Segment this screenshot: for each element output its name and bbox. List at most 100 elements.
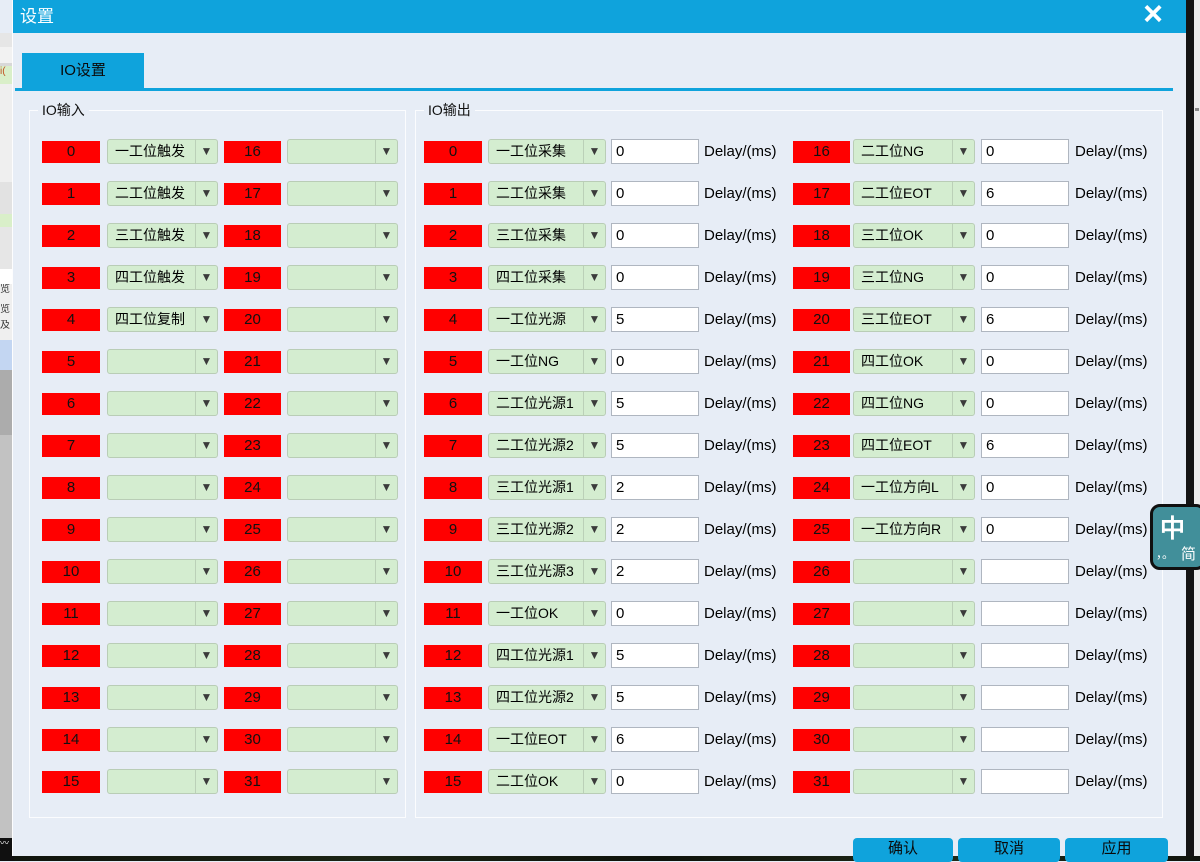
delay-input[interactable] bbox=[611, 349, 699, 374]
io-signal-select[interactable]: ▼ bbox=[107, 475, 218, 500]
delay-input[interactable] bbox=[611, 475, 699, 500]
delay-input[interactable] bbox=[611, 181, 699, 206]
delay-input[interactable] bbox=[981, 685, 1069, 710]
io-signal-select[interactable]: ▼ bbox=[107, 601, 218, 626]
delay-input[interactable] bbox=[981, 727, 1069, 752]
close-icon[interactable]: × bbox=[1136, 0, 1170, 31]
delay-input[interactable] bbox=[981, 433, 1069, 458]
io-signal-select[interactable]: ▼ bbox=[287, 349, 398, 374]
delay-input[interactable] bbox=[981, 601, 1069, 626]
io-signal-select[interactable]: 三工位光源2▼ bbox=[488, 517, 606, 542]
cancel-button[interactable]: 取消 bbox=[958, 838, 1060, 862]
io-signal-select[interactable]: 三工位采集▼ bbox=[488, 223, 606, 248]
delay-input[interactable] bbox=[611, 307, 699, 332]
io-signal-select[interactable]: 一工位方向R▼ bbox=[853, 517, 975, 542]
io-signal-select[interactable]: ▼ bbox=[853, 559, 975, 584]
io-signal-select[interactable]: 四工位复制▼ bbox=[107, 307, 218, 332]
io-signal-select[interactable]: 二工位光源2▼ bbox=[488, 433, 606, 458]
io-signal-select[interactable]: 二工位采集▼ bbox=[488, 181, 606, 206]
io-signal-select[interactable]: ▼ bbox=[107, 769, 218, 794]
io-signal-select[interactable]: ▼ bbox=[287, 139, 398, 164]
io-signal-select[interactable]: 四工位采集▼ bbox=[488, 265, 606, 290]
confirm-button[interactable]: 确认 bbox=[853, 838, 953, 862]
io-signal-select[interactable]: 四工位光源2▼ bbox=[488, 685, 606, 710]
io-signal-select[interactable]: 一工位触发▼ bbox=[107, 139, 218, 164]
io-signal-select[interactable]: ▼ bbox=[853, 727, 975, 752]
io-signal-select[interactable]: ▼ bbox=[853, 769, 975, 794]
io-signal-select[interactable]: 一工位方向L▼ bbox=[853, 475, 975, 500]
delay-input[interactable] bbox=[981, 307, 1069, 332]
io-signal-select[interactable]: ▼ bbox=[853, 601, 975, 626]
apply-button[interactable]: 应用 bbox=[1065, 838, 1168, 862]
io-signal-select[interactable]: 三工位光源3▼ bbox=[488, 559, 606, 584]
delay-input[interactable] bbox=[611, 727, 699, 752]
delay-input[interactable] bbox=[611, 139, 699, 164]
io-signal-select[interactable]: ▼ bbox=[107, 643, 218, 668]
delay-input[interactable] bbox=[611, 643, 699, 668]
io-signal-select[interactable]: ▼ bbox=[287, 517, 398, 542]
io-signal-select[interactable]: 一工位采集▼ bbox=[488, 139, 606, 164]
delay-input[interactable] bbox=[981, 643, 1069, 668]
io-signal-select[interactable]: 二工位NG▼ bbox=[853, 139, 975, 164]
io-signal-select[interactable]: ▼ bbox=[287, 475, 398, 500]
dialog-titlebar[interactable]: 设置 × bbox=[13, 0, 1186, 33]
delay-input[interactable] bbox=[981, 475, 1069, 500]
delay-input[interactable] bbox=[981, 559, 1069, 584]
io-signal-select[interactable]: ▼ bbox=[107, 349, 218, 374]
io-signal-select[interactable]: ▼ bbox=[107, 727, 218, 752]
delay-input[interactable] bbox=[611, 517, 699, 542]
delay-input[interactable] bbox=[611, 265, 699, 290]
io-signal-select[interactable]: 三工位OK▼ bbox=[853, 223, 975, 248]
delay-input[interactable] bbox=[611, 559, 699, 584]
io-signal-select[interactable]: ▼ bbox=[287, 391, 398, 416]
delay-input[interactable] bbox=[611, 223, 699, 248]
delay-input[interactable] bbox=[981, 349, 1069, 374]
io-signal-select[interactable]: 三工位EOT▼ bbox=[853, 307, 975, 332]
tab-io-settings[interactable]: IO设置 bbox=[22, 53, 144, 88]
io-signal-select[interactable]: 一工位光源▼ bbox=[488, 307, 606, 332]
io-signal-select[interactable]: ▼ bbox=[107, 685, 218, 710]
io-signal-select[interactable]: ▼ bbox=[287, 307, 398, 332]
delay-input[interactable] bbox=[981, 181, 1069, 206]
io-signal-select[interactable]: ▼ bbox=[853, 643, 975, 668]
delay-input[interactable] bbox=[981, 265, 1069, 290]
delay-input[interactable] bbox=[981, 139, 1069, 164]
delay-input[interactable] bbox=[981, 391, 1069, 416]
io-signal-select[interactable]: 一工位OK▼ bbox=[488, 601, 606, 626]
delay-input[interactable] bbox=[611, 769, 699, 794]
io-signal-select[interactable]: ▼ bbox=[107, 559, 218, 584]
delay-input[interactable] bbox=[981, 517, 1069, 542]
io-signal-select[interactable]: 二工位触发▼ bbox=[107, 181, 218, 206]
io-signal-select[interactable]: ▼ bbox=[287, 643, 398, 668]
ime-status-widget[interactable]: 中 ，。 简 bbox=[1150, 504, 1200, 570]
io-signal-select[interactable]: 三工位光源1▼ bbox=[488, 475, 606, 500]
io-signal-select[interactable]: 二工位光源1▼ bbox=[488, 391, 606, 416]
io-signal-select[interactable]: 二工位EOT▼ bbox=[853, 181, 975, 206]
delay-input[interactable] bbox=[611, 601, 699, 626]
io-signal-select[interactable]: ▼ bbox=[287, 685, 398, 710]
io-signal-select[interactable]: ▼ bbox=[287, 727, 398, 752]
io-signal-select[interactable]: ▼ bbox=[853, 685, 975, 710]
io-signal-select[interactable]: ▼ bbox=[287, 559, 398, 584]
io-signal-select[interactable]: 二工位OK▼ bbox=[488, 769, 606, 794]
delay-input[interactable] bbox=[611, 685, 699, 710]
io-signal-select[interactable]: 四工位触发▼ bbox=[107, 265, 218, 290]
io-signal-select[interactable]: ▼ bbox=[287, 265, 398, 290]
io-signal-select[interactable]: 四工位NG▼ bbox=[853, 391, 975, 416]
io-signal-select[interactable]: ▼ bbox=[107, 391, 218, 416]
io-signal-select[interactable]: ▼ bbox=[287, 601, 398, 626]
delay-input[interactable] bbox=[981, 769, 1069, 794]
io-signal-select[interactable]: 一工位EOT▼ bbox=[488, 727, 606, 752]
io-signal-select[interactable]: ▼ bbox=[287, 223, 398, 248]
io-signal-select[interactable]: 四工位光源1▼ bbox=[488, 643, 606, 668]
delay-input[interactable] bbox=[611, 433, 699, 458]
io-signal-select[interactable]: 四工位OK▼ bbox=[853, 349, 975, 374]
io-signal-select[interactable]: ▼ bbox=[287, 769, 398, 794]
io-signal-select[interactable]: 三工位触发▼ bbox=[107, 223, 218, 248]
delay-input[interactable] bbox=[611, 391, 699, 416]
delay-input[interactable] bbox=[981, 223, 1069, 248]
io-signal-select[interactable]: ▼ bbox=[287, 181, 398, 206]
io-signal-select[interactable]: 三工位NG▼ bbox=[853, 265, 975, 290]
io-signal-select[interactable]: ▼ bbox=[107, 433, 218, 458]
io-signal-select[interactable]: 四工位EOT▼ bbox=[853, 433, 975, 458]
